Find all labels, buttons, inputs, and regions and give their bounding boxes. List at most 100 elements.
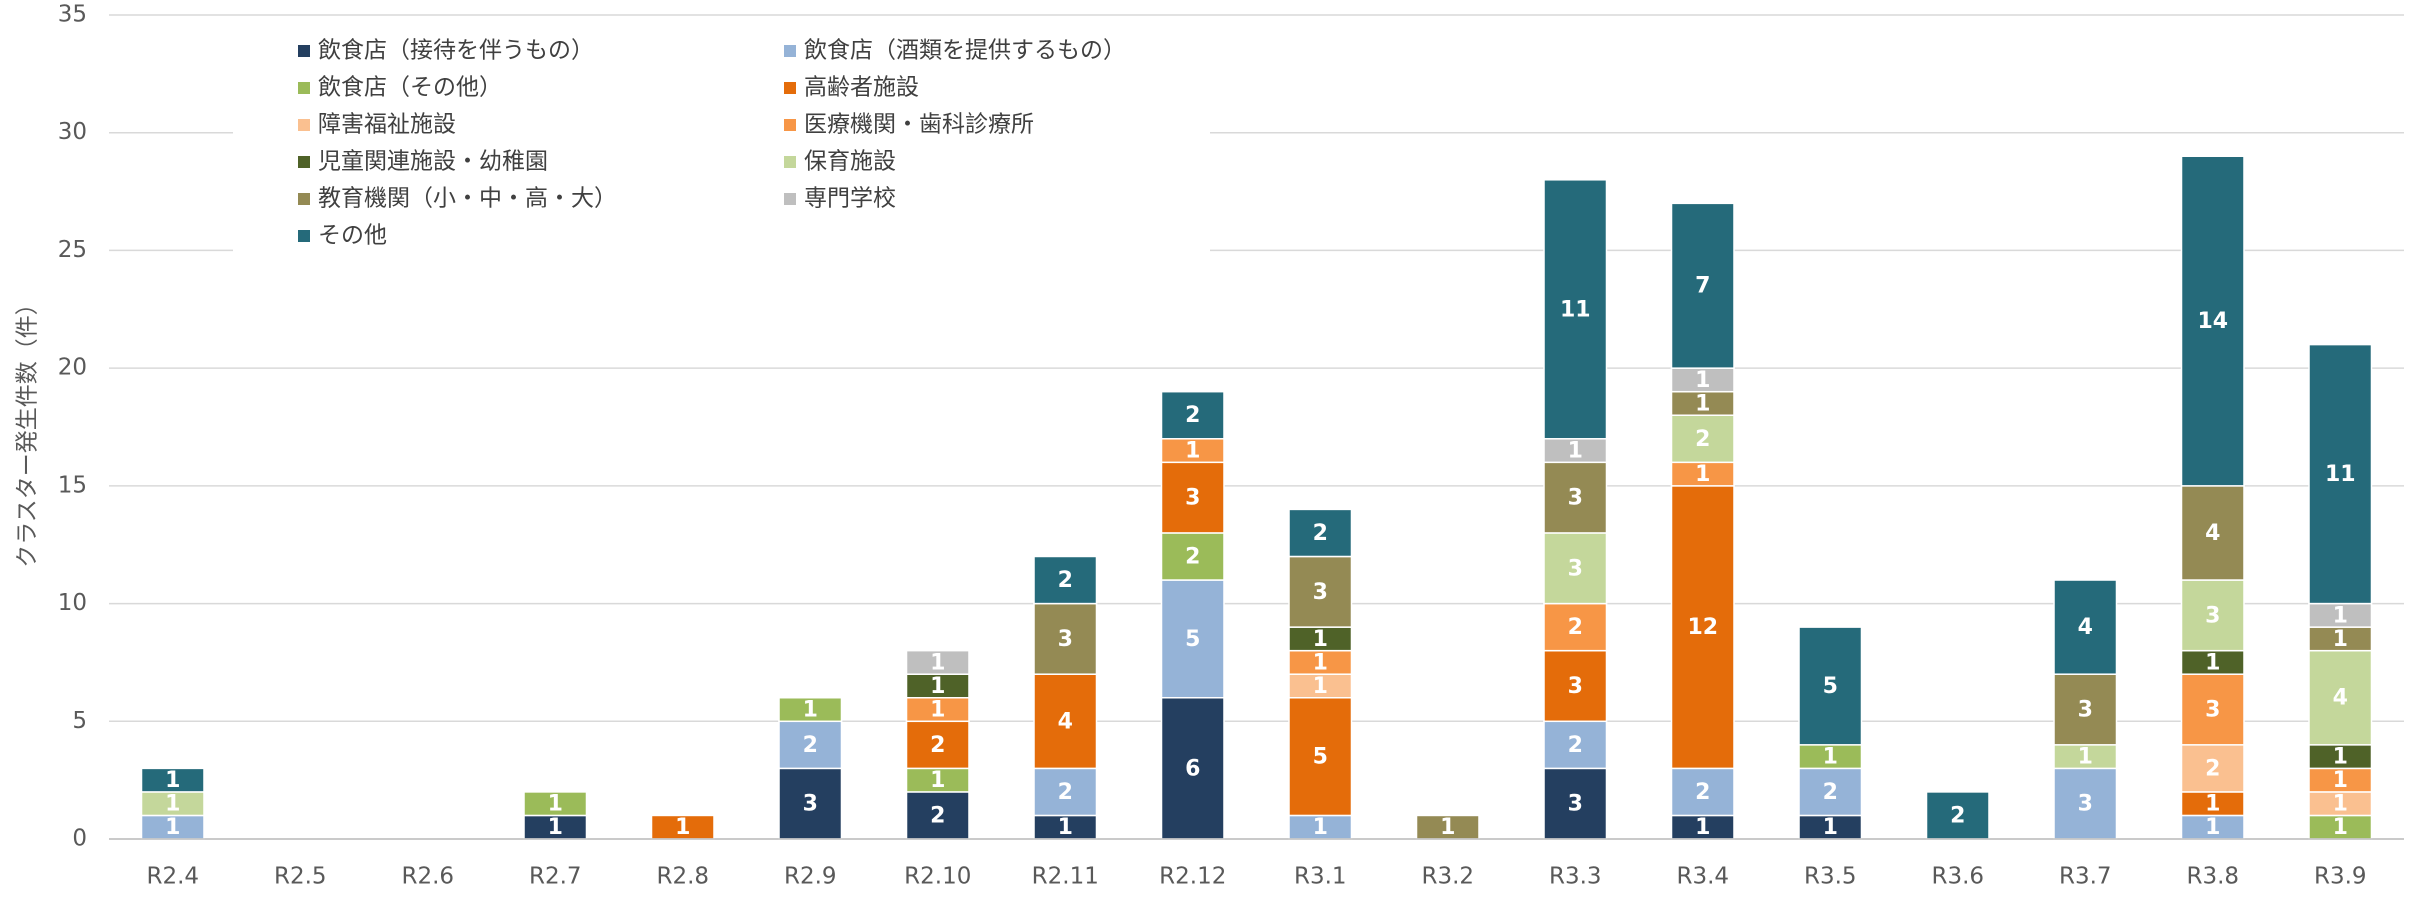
legend-swatch [784, 45, 796, 57]
data-label: 2 [1185, 403, 1200, 428]
y-tick-label: 35 [58, 2, 87, 28]
x-tick-label: R2.8 [656, 864, 709, 890]
data-label: 1 [2333, 745, 2348, 770]
data-label: 1 [1823, 815, 1838, 840]
data-label: 11 [1560, 297, 1591, 322]
legend-swatch [298, 230, 310, 242]
data-label: 2 [803, 733, 818, 758]
data-label: 2 [1185, 544, 1200, 569]
legend-label: その他 [318, 223, 387, 249]
legend-label: 専門学校 [804, 186, 896, 212]
data-label: 5 [1185, 627, 1200, 652]
data-label: 2 [1058, 568, 1073, 593]
legend-swatch [298, 119, 310, 131]
data-label: 1 [165, 768, 180, 793]
x-tick-label: R2.11 [1032, 864, 1099, 890]
data-label: 1 [1440, 815, 1455, 840]
legend-swatch [784, 82, 796, 94]
bar-segment [2180, 673, 2245, 746]
data-label: 3 [1568, 556, 1583, 581]
x-tick-label: R3.1 [1294, 864, 1347, 890]
bar-segment [2053, 767, 2118, 840]
legend-label: 児童関連施設・幼稚園 [318, 149, 548, 175]
bar-segment [1925, 791, 1990, 840]
data-label: 2 [1568, 733, 1583, 758]
data-label: 4 [1058, 709, 1073, 734]
x-tick-label: R3.3 [1549, 864, 1602, 890]
y-tick-label: 5 [72, 708, 87, 734]
data-label: 1 [1823, 745, 1838, 770]
data-label: 7 [1695, 274, 1710, 299]
data-label: 3 [1568, 486, 1583, 511]
data-label: 1 [548, 792, 563, 817]
bar-segment [778, 696, 843, 723]
x-tick-label: R2.7 [529, 864, 582, 890]
legend-label: 障害福祉施設 [318, 112, 456, 138]
data-label: 1 [675, 815, 690, 840]
data-label: 1 [1695, 815, 1710, 840]
bar-segment [2180, 155, 2245, 487]
x-tick-label: R3.6 [1931, 864, 1984, 890]
legend-label: 飲食店（酒類を提供するもの） [804, 38, 1126, 64]
bar-segment [778, 767, 843, 840]
x-tick-label: R3.5 [1804, 864, 1857, 890]
data-label: 2 [1950, 803, 1965, 828]
data-label: 5 [1823, 674, 1838, 699]
data-label: 3 [1568, 792, 1583, 817]
bar-segment [1543, 602, 1608, 652]
y-tick-label: 10 [58, 590, 87, 616]
bar-segment [778, 720, 843, 770]
data-label: 3 [2078, 792, 2093, 817]
bar-segment [2180, 744, 2245, 793]
data-label: 2 [1313, 521, 1328, 546]
bar-segment [1288, 555, 1353, 628]
legend-label: 保育施設 [804, 149, 896, 175]
legend-label: 医療機関・歯科診療所 [804, 112, 1034, 138]
data-label: 1 [2333, 768, 2348, 793]
data-label: 1 [1058, 815, 1073, 840]
x-tick-label: R3.4 [1676, 864, 1729, 890]
data-label: 3 [803, 792, 818, 817]
data-label: 14 [2197, 309, 2228, 334]
data-label: 3 [2205, 698, 2220, 723]
legend-swatch [784, 193, 796, 205]
bar-segment [1543, 179, 1608, 440]
data-label: 1 [1695, 391, 1710, 416]
data-label: 1 [2205, 792, 2220, 817]
legend-label: 教育機関（小・中・高・大） [318, 186, 617, 212]
data-label: 3 [1058, 627, 1073, 652]
bar-segment [523, 791, 588, 817]
data-label: 2 [2205, 756, 2220, 781]
legend-swatch [298, 82, 310, 94]
bar-segment [1160, 696, 1225, 840]
y-tick-label: 0 [72, 826, 87, 852]
data-label: 1 [803, 698, 818, 723]
data-label: 2 [930, 803, 945, 828]
data-label: 1 [2333, 815, 2348, 840]
data-label: 1 [1568, 439, 1583, 464]
bar-segment [2180, 485, 2245, 581]
data-label: 3 [1313, 580, 1328, 605]
data-label: 1 [2078, 745, 2093, 770]
data-label: 1 [2333, 603, 2348, 628]
legend-swatch [298, 45, 310, 57]
bar-segment [1798, 767, 1863, 817]
bar-segment [1543, 649, 1608, 723]
legend-swatch [298, 156, 310, 168]
x-tick-label: R3.9 [2314, 864, 2367, 890]
x-tick-label: R3.8 [2186, 864, 2239, 890]
y-axis-label: クラスター発生件数（件） [15, 292, 41, 568]
data-label: 1 [1313, 815, 1328, 840]
legend-label: 飲食店（その他） [318, 75, 502, 101]
data-label: 3 [2078, 698, 2093, 723]
x-tick-label: R2.5 [274, 864, 327, 890]
data-label: 1 [1695, 462, 1710, 487]
y-tick-label: 25 [58, 237, 87, 263]
data-label: 1 [2333, 627, 2348, 652]
data-label: 2 [1058, 780, 1073, 805]
bar-segment [1160, 579, 1225, 699]
data-label: 1 [1313, 627, 1328, 652]
bar-segment [1160, 390, 1225, 440]
data-label: 2 [1568, 615, 1583, 640]
data-label: 2 [1695, 427, 1710, 452]
